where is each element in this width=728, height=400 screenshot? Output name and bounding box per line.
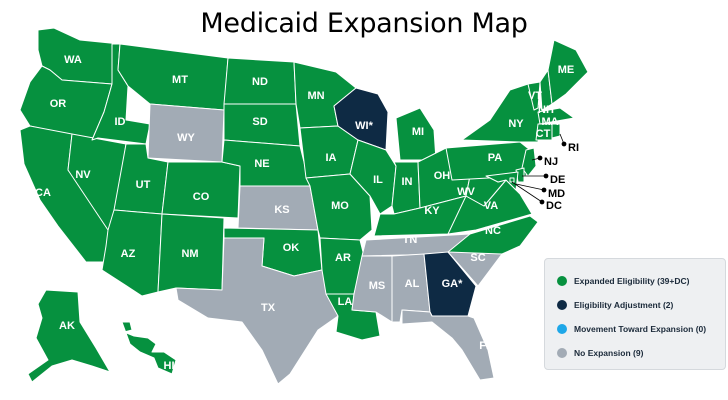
state-shape-ct xyxy=(535,123,553,141)
state-label-mo: MO xyxy=(331,200,349,212)
state-label-il: IL xyxy=(373,174,383,186)
state-label-de: DE xyxy=(550,174,565,186)
state-label-mn: MN xyxy=(307,90,324,102)
legend-label: Expanded Eligibility (39+DC) xyxy=(574,276,690,286)
state-shape-ri xyxy=(551,123,561,139)
state-label-mi: MI xyxy=(412,126,424,138)
state-label-nm: NM xyxy=(181,248,198,260)
legend-swatch-adjustment xyxy=(557,300,567,310)
callout-dot-nj xyxy=(537,155,543,161)
state-shape-nj xyxy=(521,147,537,177)
state-shape-hi xyxy=(121,321,177,375)
state-label-md: MD xyxy=(548,188,565,200)
state-label-nv: NV xyxy=(75,169,91,181)
state-label-nj: NJ xyxy=(544,156,558,168)
state-label-wi: WI* xyxy=(355,120,373,132)
state-label-ar: AR xyxy=(335,252,351,264)
state-label-ks: KS xyxy=(274,204,289,216)
state-label-ky: KY xyxy=(424,205,440,217)
state-label-co: CO xyxy=(193,191,210,203)
state-shape-ma xyxy=(537,107,575,125)
state-label-nd: ND xyxy=(252,76,268,88)
legend-item-adjustment: Eligibility Adjustment (2) xyxy=(557,293,725,317)
state-label-az: AZ xyxy=(121,248,136,260)
callout-line-md xyxy=(515,183,545,191)
state-shape-wi xyxy=(333,87,389,151)
page-title: Medicaid Expansion Map xyxy=(200,8,528,39)
state-shape-in xyxy=(391,161,421,215)
state-label-ca: CA xyxy=(35,187,51,199)
state-label-ct: CT xyxy=(536,128,551,140)
state-label-tn: TN xyxy=(403,234,418,246)
state-label-pa: PA xyxy=(488,152,503,164)
state-label-hi: HI xyxy=(164,360,175,372)
state-label-ma: MA xyxy=(541,116,558,128)
state-label-me: ME xyxy=(558,64,575,76)
legend-label: Eligibility Adjustment (2) xyxy=(574,300,674,310)
state-label-tx: TX xyxy=(261,302,276,314)
state-label-ms: MS xyxy=(369,280,386,292)
callout-dot-de xyxy=(543,173,549,179)
state-shape-dc xyxy=(509,177,515,183)
state-label-dc: DC xyxy=(546,200,562,212)
legend-swatch-none xyxy=(557,348,567,358)
state-shape-il xyxy=(349,139,397,215)
state-label-or: OR xyxy=(50,98,67,110)
state-label-la: LA xyxy=(338,296,353,308)
state-label-nh: NH xyxy=(538,104,554,116)
map-legend: Expanded Eligibility (39+DC) Eligibility… xyxy=(544,258,726,370)
legend-label: No Expansion (9) xyxy=(574,348,644,358)
state-label-ak: AK xyxy=(59,320,75,332)
state-label-wy: WY xyxy=(177,132,195,144)
state-shape-me xyxy=(547,39,589,105)
state-label-id: ID xyxy=(115,116,126,128)
state-label-ny: NY xyxy=(508,118,524,130)
state-label-ut: UT xyxy=(136,179,151,191)
state-shape-co xyxy=(161,161,241,219)
state-shape-ak xyxy=(27,289,111,383)
legend-swatch-movement xyxy=(557,324,567,334)
state-shape-mi xyxy=(395,107,437,161)
state-shape-md xyxy=(485,171,519,191)
legend-label: Movement Toward Expansion (0) xyxy=(574,324,707,334)
state-label-ga: GA* xyxy=(442,278,464,290)
state-label-sc: SC xyxy=(470,252,485,264)
legend-swatch-expanded xyxy=(557,276,567,286)
state-label-ia: IA xyxy=(326,152,337,164)
callout-dot-dc xyxy=(539,199,545,205)
state-shape-fl xyxy=(401,309,495,381)
state-label-al: AL xyxy=(405,278,420,290)
legend-item-none: No Expansion (9) xyxy=(557,341,725,365)
state-label-sd: SD xyxy=(252,116,267,128)
state-label-nc: NC xyxy=(485,225,501,237)
state-shape-vt xyxy=(527,81,541,111)
legend-item-expanded: Expanded Eligibility (39+DC) xyxy=(557,269,725,293)
state-label-va: VA xyxy=(484,200,499,212)
state-label-fl: FL xyxy=(479,340,493,352)
state-label-oh: OH xyxy=(434,170,451,182)
callout-dot-ri xyxy=(561,141,567,147)
callout-line-dc xyxy=(511,181,543,203)
legend-item-movement: Movement Toward Expansion (0) xyxy=(557,317,725,341)
state-label-vt: VT xyxy=(528,90,542,102)
state-label-wa: WA xyxy=(64,54,82,66)
state-label-ne: NE xyxy=(254,158,269,170)
callout-dot-md xyxy=(541,187,547,193)
state-shape-nc xyxy=(447,215,539,255)
state-label-mt: MT xyxy=(172,74,188,86)
state-label-wv: WV xyxy=(457,186,475,198)
state-label-in: IN xyxy=(402,176,413,188)
state-label-ri: RI xyxy=(568,142,579,154)
state-shape-tx xyxy=(175,237,339,385)
state-label-ok: OK xyxy=(283,242,300,254)
